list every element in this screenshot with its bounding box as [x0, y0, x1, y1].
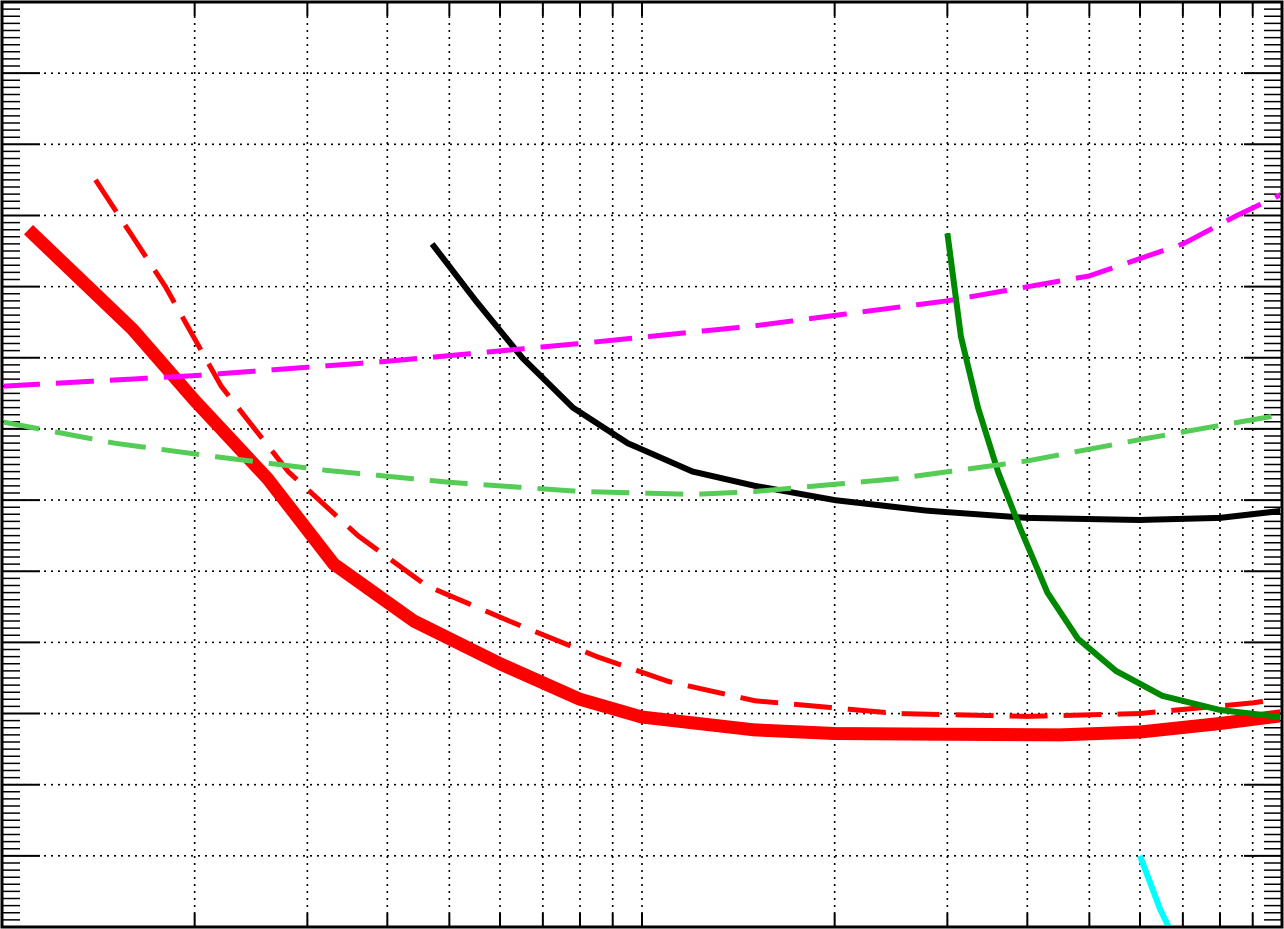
series-group: [4, 178, 1280, 925]
series-line-5: [4, 192, 1280, 389]
series-line-2: [429, 242, 1280, 523]
series-line-6: [4, 412, 1280, 497]
series-line-0: [24, 225, 1280, 742]
series-line-3: [944, 232, 1280, 720]
series-line-1: [93, 178, 1277, 719]
series-line-4: [1137, 854, 1172, 925]
